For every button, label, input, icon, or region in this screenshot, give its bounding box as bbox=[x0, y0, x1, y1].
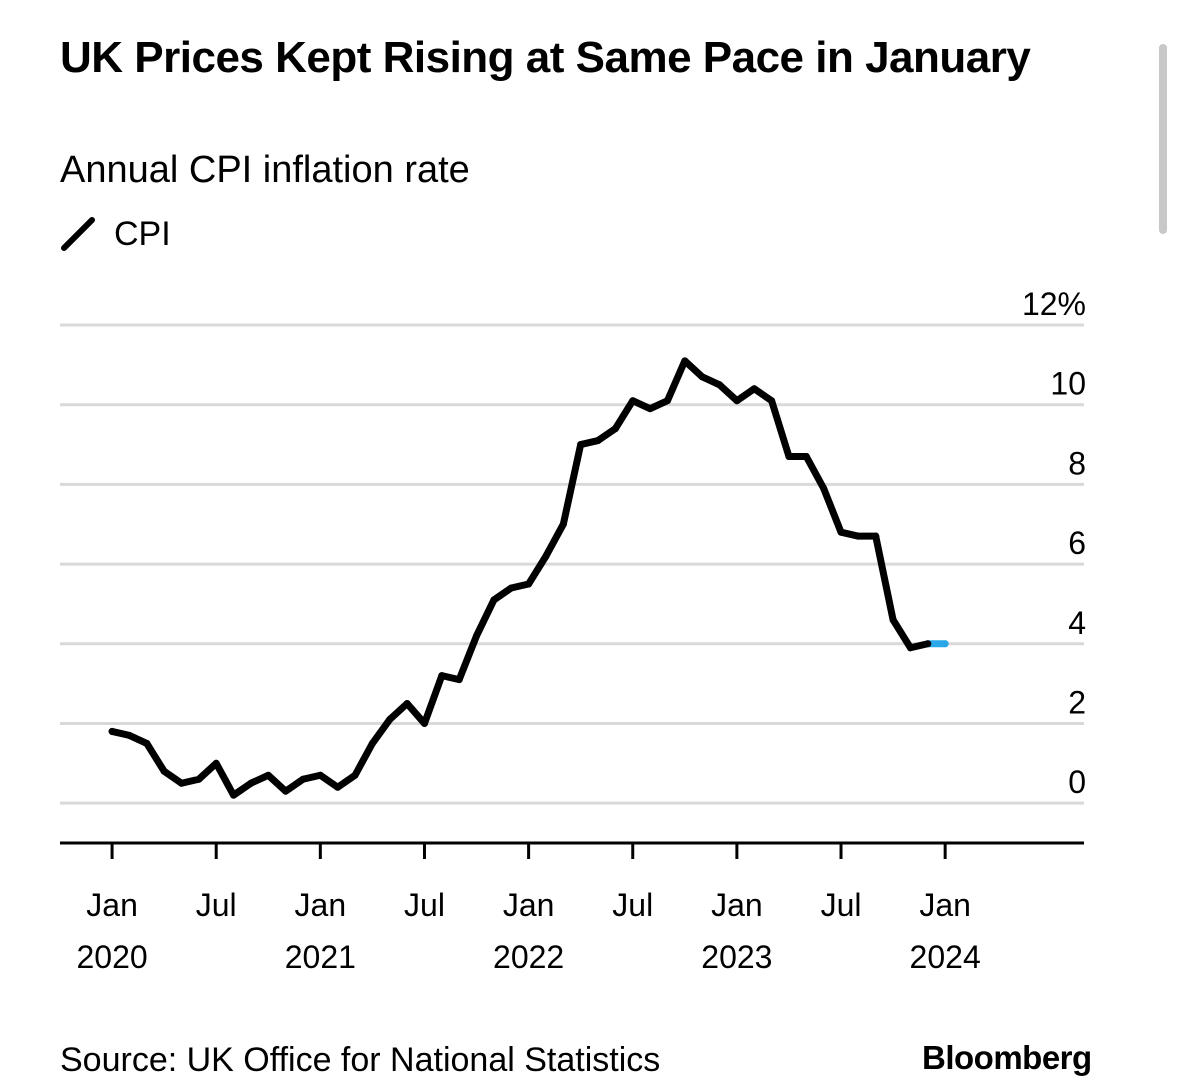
data-point bbox=[247, 779, 255, 787]
data-point bbox=[368, 739, 376, 747]
x-tick-year-0: 2020 bbox=[76, 939, 147, 975]
x-tick-label-8: Jan bbox=[919, 887, 971, 923]
data-point bbox=[820, 484, 828, 492]
data-point bbox=[716, 381, 724, 389]
y-tick-label-10: 10 bbox=[1050, 366, 1086, 402]
data-point bbox=[837, 528, 845, 536]
data-point bbox=[872, 532, 880, 540]
x-tick-label-7: Jul bbox=[821, 887, 862, 923]
data-point bbox=[490, 596, 498, 604]
series-layer bbox=[108, 357, 949, 799]
legend-label-cpi: CPI bbox=[114, 215, 171, 253]
data-point bbox=[577, 441, 585, 449]
x-tick-label-1: Jul bbox=[196, 887, 237, 923]
data-point bbox=[230, 791, 238, 799]
y-axis-labels: 0 2 4 6 8 10 12% bbox=[1022, 286, 1086, 800]
x-tick-label-4: Jan bbox=[503, 887, 555, 923]
data-point bbox=[854, 532, 862, 540]
data-point bbox=[611, 425, 619, 433]
scrollbar[interactable] bbox=[1159, 44, 1167, 234]
data-point bbox=[646, 405, 654, 413]
data-point bbox=[542, 552, 550, 560]
y-tick-label-2: 2 bbox=[1068, 684, 1086, 720]
y-tick-label-0: 0 bbox=[1068, 764, 1086, 800]
y-tick-label-8: 8 bbox=[1068, 445, 1086, 481]
data-point bbox=[403, 700, 411, 708]
data-point bbox=[473, 632, 481, 640]
data-point bbox=[177, 779, 185, 787]
data-point bbox=[299, 775, 307, 783]
x-tick-label-5: Jul bbox=[612, 887, 653, 923]
x-tick-label-3: Jul bbox=[404, 887, 445, 923]
source-note: Source: UK Office for National Statistic… bbox=[60, 1041, 661, 1079]
x-tick-label-2: Jan bbox=[295, 887, 347, 923]
data-point bbox=[264, 771, 272, 779]
legend: CPI bbox=[60, 212, 171, 256]
data-point bbox=[750, 385, 758, 393]
y-tick-label-6: 6 bbox=[1068, 525, 1086, 561]
data-point bbox=[212, 759, 220, 767]
y-tick-label-12: 12% bbox=[1022, 286, 1086, 322]
data-point bbox=[386, 715, 394, 723]
data-point bbox=[507, 584, 515, 592]
x-tick-year-8: 2024 bbox=[910, 939, 981, 975]
data-point bbox=[420, 719, 428, 727]
y-tick-label-4: 4 bbox=[1068, 605, 1086, 641]
data-point bbox=[195, 775, 203, 783]
data-point bbox=[282, 787, 290, 795]
data-point bbox=[559, 520, 567, 528]
data-point bbox=[663, 397, 671, 405]
chart-title: UK Prices Kept Rising at Same Pace in Ja… bbox=[60, 33, 1031, 82]
data-point bbox=[906, 644, 914, 652]
bloomberg-logo: Bloomberg bbox=[922, 1039, 1092, 1076]
series-line-cpi bbox=[108, 357, 932, 799]
data-point bbox=[334, 783, 342, 791]
data-point bbox=[351, 771, 359, 779]
data-point bbox=[160, 767, 168, 775]
x-tick-year-2: 2021 bbox=[285, 939, 356, 975]
chart-subtitle: Annual CPI inflation rate bbox=[60, 149, 470, 191]
data-point bbox=[941, 640, 949, 648]
data-point bbox=[768, 397, 776, 405]
data-point bbox=[594, 437, 602, 445]
grid-lines bbox=[60, 323, 1084, 805]
data-point bbox=[143, 739, 151, 747]
data-point bbox=[125, 731, 133, 739]
data-point bbox=[108, 727, 116, 735]
data-point bbox=[525, 580, 533, 588]
data-point bbox=[802, 452, 810, 460]
data-point bbox=[924, 640, 932, 648]
x-tick-year-4: 2022 bbox=[493, 939, 564, 975]
data-point bbox=[785, 452, 793, 460]
data-point bbox=[889, 616, 897, 624]
x-tick-label-0: Jan bbox=[86, 887, 138, 923]
data-point bbox=[681, 357, 689, 365]
data-point bbox=[438, 672, 446, 680]
x-tick-year-6: 2023 bbox=[701, 939, 772, 975]
data-point bbox=[455, 676, 463, 684]
data-point bbox=[629, 397, 637, 405]
data-point bbox=[316, 771, 324, 779]
legend-line-icon bbox=[61, 217, 95, 251]
x-tick-label-6: Jan bbox=[711, 887, 763, 923]
data-point bbox=[698, 373, 706, 381]
data-point bbox=[733, 397, 741, 405]
x-axis: Jan 2020 Jul Jan 2021 Jul Jan 2022 Jul Jan 2023 Jul… bbox=[60, 841, 1084, 975]
